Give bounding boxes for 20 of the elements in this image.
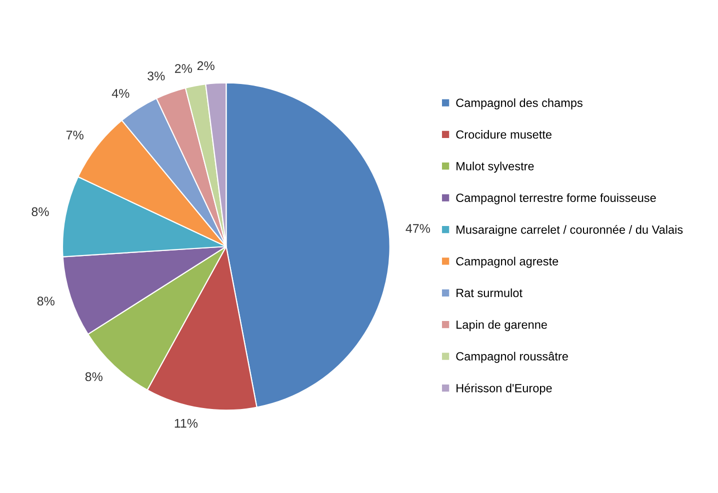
data-label: 4% — [112, 89, 130, 98]
legend-label: Mulot sylvestre — [456, 162, 534, 173]
data-label: 7% — [66, 130, 84, 140]
data-label: 8% — [85, 372, 102, 382]
legend-label: Campagnol des champs — [456, 98, 582, 110]
legend-label: Musaraigne carrelet / couronnée / du Valais — [456, 225, 683, 236]
data-label: 2% — [174, 64, 192, 73]
data-label: 47% — [406, 224, 430, 233]
legend-label: Campagnol roussâtre — [456, 352, 568, 363]
legend-label: Hérisson d'Europe — [456, 384, 552, 395]
data-label: 2% — [197, 61, 214, 70]
legend-label: Lapin de garenne — [456, 320, 547, 332]
legend-label: Campagnol terrestre forme fouisseuse — [456, 193, 656, 204]
legend-label: Crocidure musette — [456, 130, 552, 139]
data-label: 11% — [174, 418, 198, 428]
data-label: 8% — [32, 207, 49, 216]
data-label: 8% — [37, 296, 54, 306]
legend-label: Rat surmulot — [456, 288, 522, 298]
legend-label: Campagnol agreste — [456, 256, 558, 268]
data-label: 3% — [148, 72, 165, 80]
